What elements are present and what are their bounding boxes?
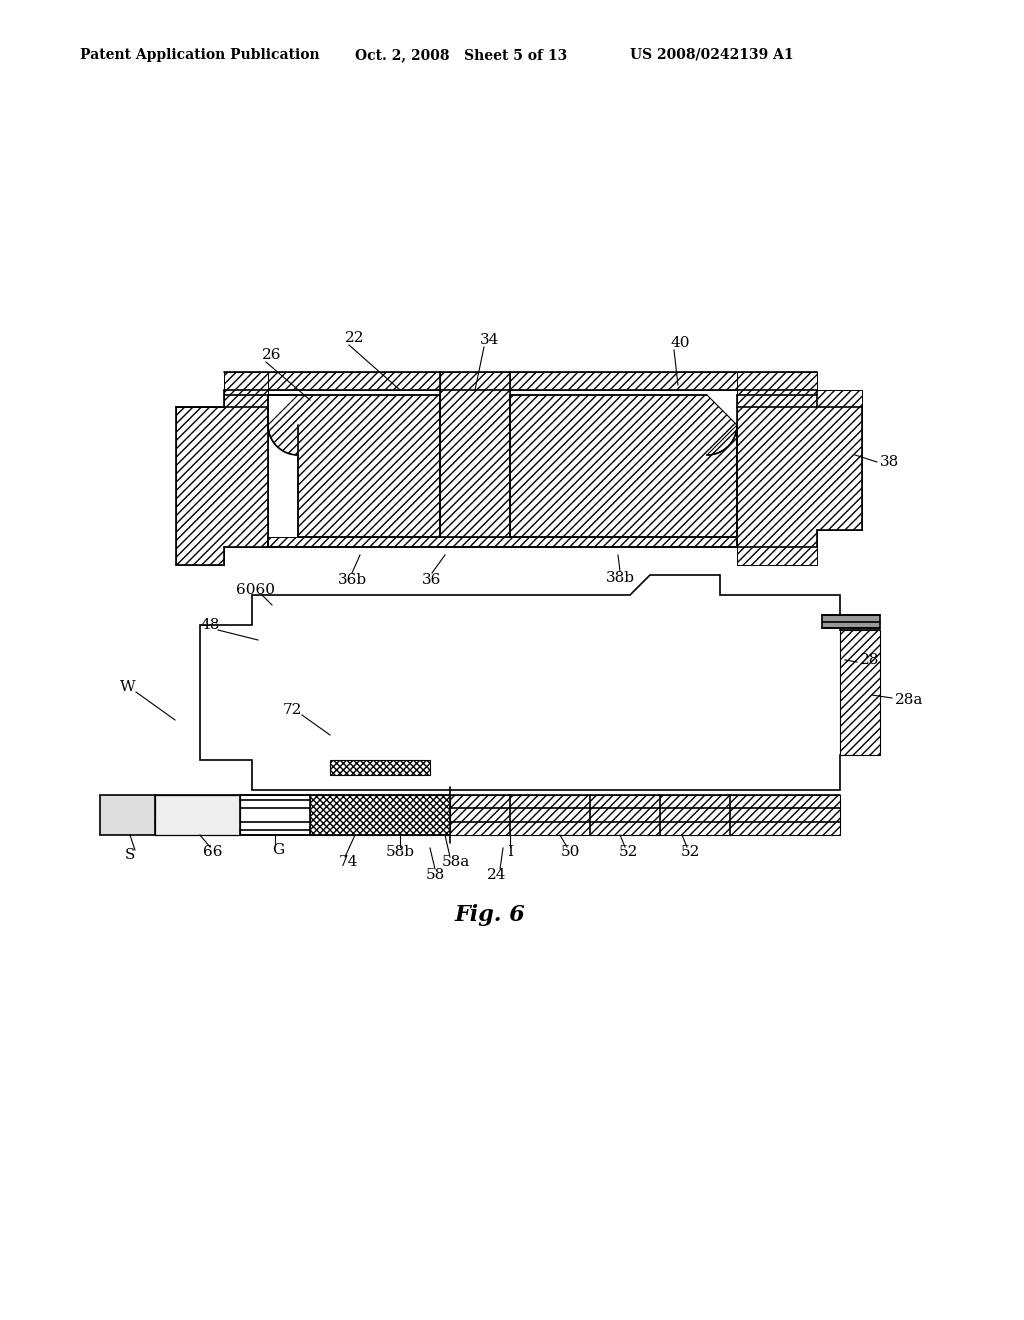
Polygon shape	[155, 795, 240, 836]
Text: 28a: 28a	[895, 693, 924, 708]
Polygon shape	[268, 395, 440, 537]
Polygon shape	[268, 537, 737, 546]
Text: Fig. 6: Fig. 6	[455, 904, 525, 927]
Polygon shape	[200, 576, 880, 789]
Text: 28: 28	[860, 653, 880, 667]
Text: 58b: 58b	[385, 845, 415, 859]
Text: 22: 22	[345, 331, 365, 345]
Text: 72: 72	[283, 704, 302, 717]
Text: 36: 36	[422, 573, 441, 587]
Polygon shape	[330, 760, 430, 775]
Polygon shape	[510, 395, 737, 537]
Polygon shape	[310, 795, 450, 836]
Text: W: W	[120, 680, 136, 694]
Polygon shape	[840, 630, 880, 755]
Text: I: I	[507, 845, 513, 859]
Polygon shape	[440, 372, 510, 537]
Polygon shape	[100, 795, 155, 836]
Text: 52: 52	[618, 845, 638, 859]
Text: 26: 26	[262, 348, 282, 362]
Text: 58a: 58a	[442, 855, 470, 869]
Text: Patent Application Publication: Patent Application Publication	[80, 48, 319, 62]
Text: 74: 74	[338, 855, 357, 869]
Polygon shape	[224, 372, 817, 389]
Text: 50: 50	[560, 845, 580, 859]
Text: 38b: 38b	[605, 572, 635, 585]
Polygon shape	[737, 372, 862, 565]
Text: G: G	[272, 843, 284, 857]
Text: Oct. 2, 2008   Sheet 5 of 13: Oct. 2, 2008 Sheet 5 of 13	[355, 48, 567, 62]
Text: 48: 48	[201, 618, 220, 632]
Polygon shape	[822, 615, 880, 628]
Text: 52: 52	[680, 845, 699, 859]
Text: 58: 58	[425, 869, 444, 882]
Polygon shape	[176, 372, 268, 565]
Text: 36b: 36b	[338, 573, 367, 587]
Polygon shape	[450, 795, 840, 836]
Text: 34: 34	[480, 333, 500, 347]
Text: 40: 40	[671, 337, 690, 350]
Text: 38: 38	[880, 455, 899, 469]
Text: 24: 24	[487, 869, 507, 882]
Text: US 2008/0242139 A1: US 2008/0242139 A1	[630, 48, 794, 62]
Text: 6060: 6060	[236, 583, 275, 597]
Text: S: S	[125, 847, 135, 862]
Text: 66: 66	[203, 845, 223, 859]
